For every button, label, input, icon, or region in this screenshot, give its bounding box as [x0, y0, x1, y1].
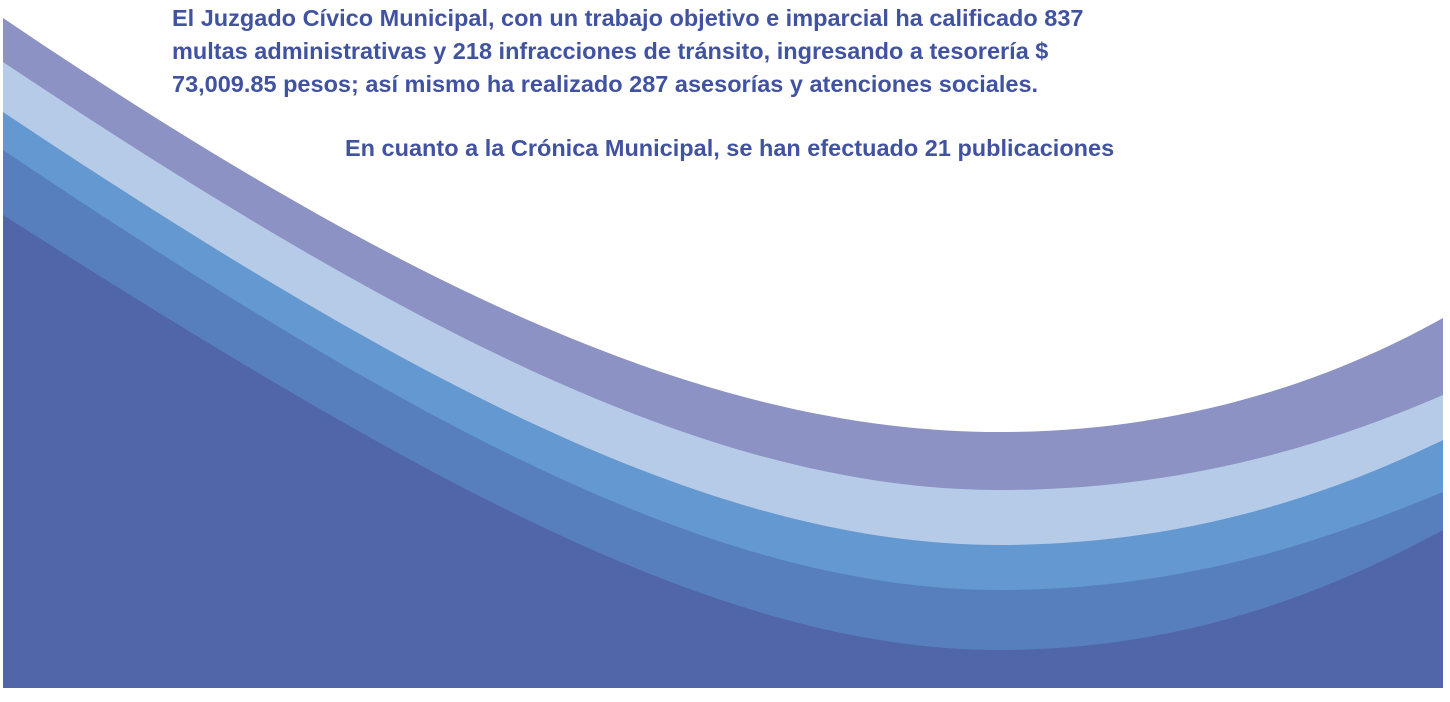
paragraph-line: El Juzgado Cívico Municipal, con un trab… — [172, 5, 1084, 31]
paragraph-line: En cuanto a la Crónica Municipal, se han… — [345, 135, 1114, 161]
paragraph-line: 73,009.85 pesos; así mismo ha realizado … — [172, 71, 1038, 97]
slide: El Juzgado Cívico Municipal, con un trab… — [0, 0, 1450, 702]
body: {"paragraphs": [ {"lines": [ "El Juzgado… — [0, 0, 1450, 702]
page: Juzgado Cívico Municipal html, body { ma… — [0, 0, 1450, 702]
paragraph-line: multas administrativas y 218 infraccione… — [172, 38, 1048, 64]
